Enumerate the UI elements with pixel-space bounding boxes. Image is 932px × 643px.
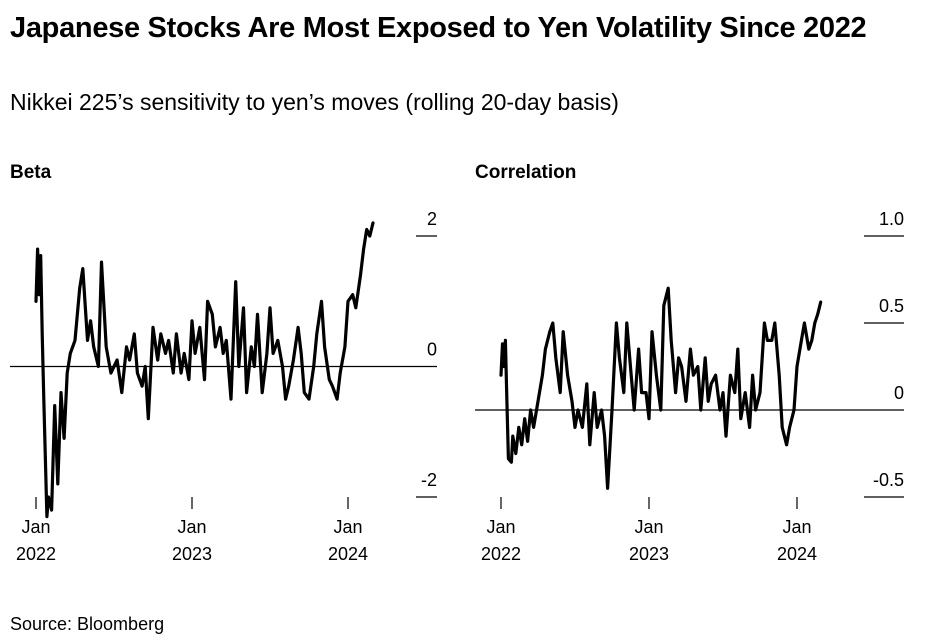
x-tick-label-year: 2022 xyxy=(481,544,521,564)
y-tick-label: 0 xyxy=(427,340,437,360)
chart-subtitle: Nikkei 225’s sensitivity to yen’s moves … xyxy=(10,89,619,115)
source-note: Source: Bloomberg xyxy=(10,614,165,634)
y-tick-label: 2 xyxy=(427,209,437,229)
x-tick-label-year: 2024 xyxy=(777,544,817,564)
panel-title-beta: Beta xyxy=(10,162,52,183)
x-tick-label-month: Jan xyxy=(634,517,663,537)
series-line xyxy=(34,221,375,519)
x-tick-label-year: 2023 xyxy=(629,544,669,564)
y-tick-label: 0 xyxy=(894,383,904,403)
x-tick-label-month: Jan xyxy=(486,517,515,537)
x-tick-label-month: Jan xyxy=(21,517,50,537)
y-tick-label: -2 xyxy=(421,470,437,490)
x-tick-label-year: 2023 xyxy=(172,544,212,564)
series-line xyxy=(499,286,823,490)
y-tick-label: 1.0 xyxy=(879,209,904,229)
x-tick-label-month: Jan xyxy=(177,517,206,537)
y-tick-label: -0.5 xyxy=(873,470,904,490)
panel-title-correlation: Correlation xyxy=(475,162,577,183)
x-tick-label-year: 2022 xyxy=(16,544,56,564)
x-tick-label-year: 2024 xyxy=(328,544,368,564)
y-tick-label: 0.5 xyxy=(879,296,904,316)
chart-title: Japanese Stocks Are Most Exposed to Yen … xyxy=(10,12,867,44)
x-tick-label-month: Jan xyxy=(333,517,362,537)
x-tick-label-month: Jan xyxy=(782,517,811,537)
